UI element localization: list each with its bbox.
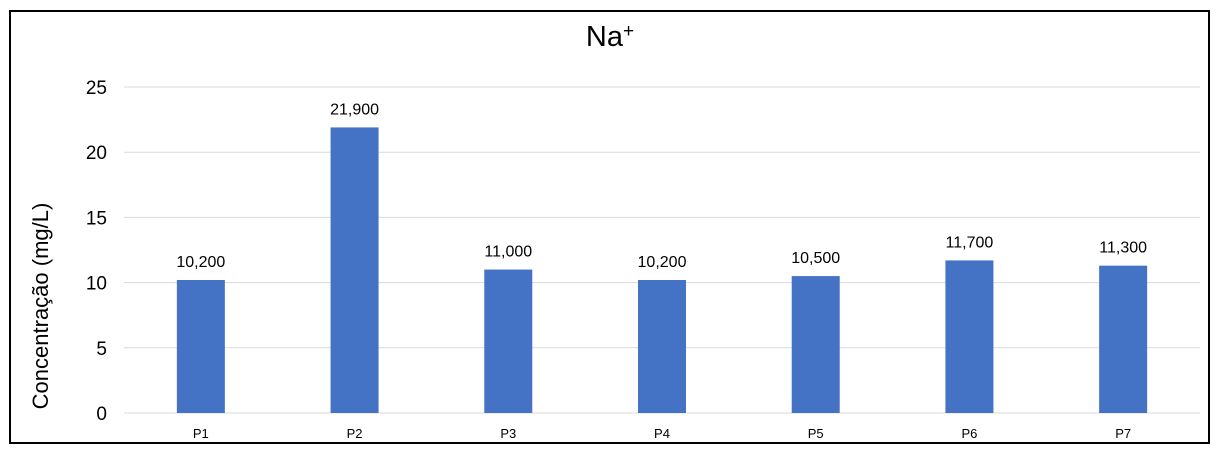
x-tick-label: P2 [347,426,363,441]
y-tick-label: 5 [96,339,107,360]
bar-p6 [945,260,994,413]
x-tick-label: P1 [193,426,209,441]
y-tick-label: 25 [86,78,107,99]
chart-title: Na+ [586,21,634,53]
bar-p4 [638,279,686,413]
x-tick-labels: P1 P2 P3 P4 P5 P6 P7 [193,426,1131,441]
bars [176,127,1148,413]
y-tick-label: 0 [96,404,107,425]
data-label: 11,700 [946,234,994,251]
data-label: 10,500 [791,250,840,267]
chart-title-main: Na [586,21,624,53]
y-tick-label: 20 [86,143,107,164]
bar-p3 [484,269,533,413]
bar-p5 [791,276,840,413]
y-axis-label: Concentração (mg/L) [28,203,53,410]
data-label: 21,900 [330,101,379,118]
bar-p2 [330,127,379,413]
y-tick-labels: 0 5 10 15 20 25 [86,78,107,425]
data-labels: 10,200 21,900 11,000 10,200 10,500 11,700 11,3… [176,101,1147,271]
data-label: 10,200 [176,254,225,271]
data-label: 11,000 [484,244,532,261]
y-tick-label: 10 [86,274,107,295]
bar-p1 [176,279,225,413]
y-tick-label: 15 [86,208,107,229]
x-tick-label: P4 [654,426,670,441]
bar-p7 [1099,265,1148,413]
x-tick-label: P3 [500,426,516,441]
data-label: 10,200 [638,254,687,271]
chart-title-superscript: + [623,21,634,42]
x-tick-label: P5 [808,426,824,441]
x-tick-label: P7 [1115,426,1131,441]
data-label: 11,300 [1099,240,1147,257]
gridlines [124,86,1200,414]
x-tick-label: P6 [961,426,977,441]
